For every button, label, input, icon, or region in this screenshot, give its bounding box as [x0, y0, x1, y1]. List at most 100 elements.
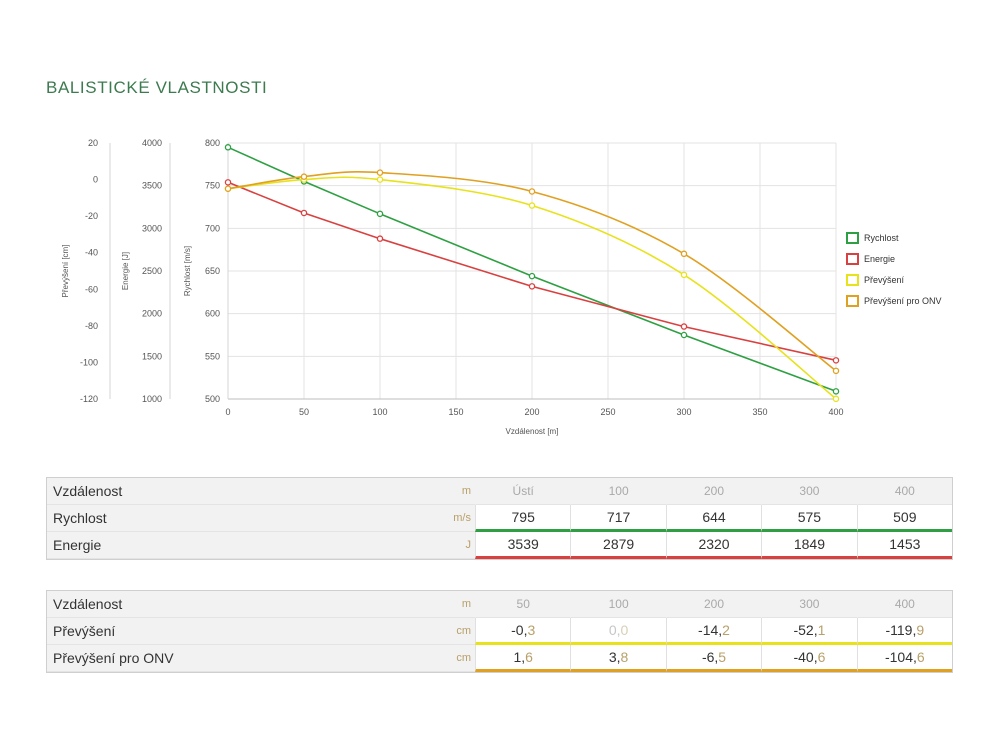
row-label: Rychlost [47, 505, 373, 532]
value-int: 3, [608, 649, 621, 665]
table-cell: 575 [761, 505, 857, 532]
y-axes: 20 0 -20 -40 -60 -80 -100 -120 Převýšení [cm] 400… [61, 138, 229, 404]
y-tick-label: 3000 [142, 223, 162, 233]
header-cell: 400 [856, 478, 953, 505]
y-tick-label: 700 [205, 223, 220, 233]
data-point [224, 185, 232, 192]
y-axis-title: Převýšení [cm] [61, 245, 70, 298]
x-axis-title: Vzdálenost [m] [506, 427, 559, 436]
x-tick-label: 150 [448, 407, 463, 417]
y-tick-label: 0 [93, 175, 98, 185]
table-cell: 1453 [856, 532, 953, 559]
row-unit: cm [373, 645, 475, 672]
data-point [680, 323, 688, 330]
y-tick-label: -120 [80, 394, 98, 404]
table-cell: -52, 1 [761, 618, 857, 645]
table-cell: -6, 5 [665, 645, 762, 672]
legend-label: Převýšení pro ONV [864, 296, 942, 306]
data-point [224, 144, 232, 151]
y-tick-label: 1000 [142, 394, 162, 404]
table-cell: 717 [570, 505, 666, 532]
speed-energy-table: Vzdálenost m Ústí 100 200 300 400 Rychlo… [46, 477, 953, 560]
legend-swatch [846, 274, 859, 286]
y-tick-label: 500 [205, 394, 220, 404]
data-point [300, 209, 308, 217]
value-frac: 6 [817, 649, 826, 665]
data-point [680, 331, 688, 339]
drop-table: Vzdálenost m 50 100 200 300 400 Převýšen… [46, 590, 953, 673]
header-cell: 200 [665, 478, 762, 505]
y-tick-label: -40 [85, 248, 98, 258]
x-tick-label: 300 [676, 407, 691, 417]
x-tick-label: 350 [752, 407, 767, 417]
value-int: 1, [513, 649, 526, 665]
x-tick-label: 50 [299, 407, 309, 417]
page-title: BALISTICKÉ VLASTNOSTI [46, 78, 268, 97]
row-unit: m [373, 478, 475, 505]
row-label: Energie [47, 532, 373, 559]
legend-swatch [846, 232, 859, 244]
value-int: -6, [701, 649, 719, 665]
row-unit: m [373, 591, 475, 618]
table-row-speed: Rychlost m/s 795 717 644 575 509 [47, 505, 953, 532]
data-point [376, 210, 384, 218]
value-frac: 5 [718, 649, 727, 665]
y-tick-label: -80 [85, 321, 98, 331]
row-unit: cm [373, 618, 475, 645]
table-cell: 2879 [570, 532, 666, 559]
data-point [376, 169, 384, 176]
y-tick-label: 2000 [142, 309, 162, 319]
data-point [300, 173, 308, 180]
y-axis-title: Energie [J] [121, 252, 130, 290]
y-tick-label: 4000 [142, 138, 162, 148]
table-row-energy: Energie J 3539 2879 2320 1849 1453 [47, 532, 953, 559]
x-tick-label: 100 [372, 407, 387, 417]
table-cell: 1, 6 [475, 645, 571, 672]
row-label: Vzdálenost [47, 478, 373, 505]
value-frac: 6 [525, 649, 533, 665]
y-axis-title: Rychlost [m/s] [183, 246, 192, 296]
table-cell: 2320 [665, 532, 762, 559]
table-cell: 795 [475, 505, 571, 532]
data-point [528, 272, 536, 280]
data-point [832, 388, 840, 395]
series-line [227, 146, 837, 393]
row-label: Převýšení [47, 618, 373, 645]
chart-legend: Rychlost Energie Převýšení Převýšení pro ON… [846, 232, 942, 307]
header-cell: 300 [761, 478, 857, 505]
value-int: 0, [608, 622, 621, 638]
data-point [528, 283, 536, 290]
x-axis: 0 50 100 150 200 250 300 350 400 Vzdálenost [m] [225, 407, 843, 436]
value-int: -104, [884, 649, 917, 665]
row-label: Vzdálenost [47, 591, 373, 618]
x-tick-label: 400 [828, 407, 843, 417]
header-cell: 400 [856, 591, 953, 618]
legend-swatch [846, 295, 859, 307]
y-tick-label: 650 [205, 266, 220, 276]
y-tick-label: 750 [205, 181, 220, 191]
table-header-row: Vzdálenost m Ústí 100 200 300 400 [47, 478, 953, 505]
data-point [832, 367, 840, 375]
value-frac: 3 [527, 622, 536, 638]
header-cell: 100 [570, 478, 666, 505]
legend-label: Energie [864, 254, 895, 264]
value-frac: 1 [817, 622, 826, 638]
value-frac: 8 [620, 649, 629, 665]
data-point [832, 357, 840, 364]
data-point [528, 202, 536, 209]
value-int: -14, [698, 622, 723, 638]
data-point [376, 235, 384, 242]
header-cell: 200 [665, 591, 762, 618]
value-int: -40, [793, 649, 818, 665]
table-cell: 3, 8 [570, 645, 666, 672]
legend-label: Převýšení [864, 275, 905, 285]
y-tick-label: -20 [85, 211, 98, 221]
value-int: -0, [511, 622, 528, 638]
row-unit: m/s [373, 505, 475, 532]
header-cell: 300 [761, 591, 857, 618]
value-frac: 6 [916, 649, 925, 665]
y-tick-label: -60 [85, 284, 98, 294]
y-tick-label: 2500 [142, 266, 162, 276]
table-cell: 509 [856, 505, 953, 532]
